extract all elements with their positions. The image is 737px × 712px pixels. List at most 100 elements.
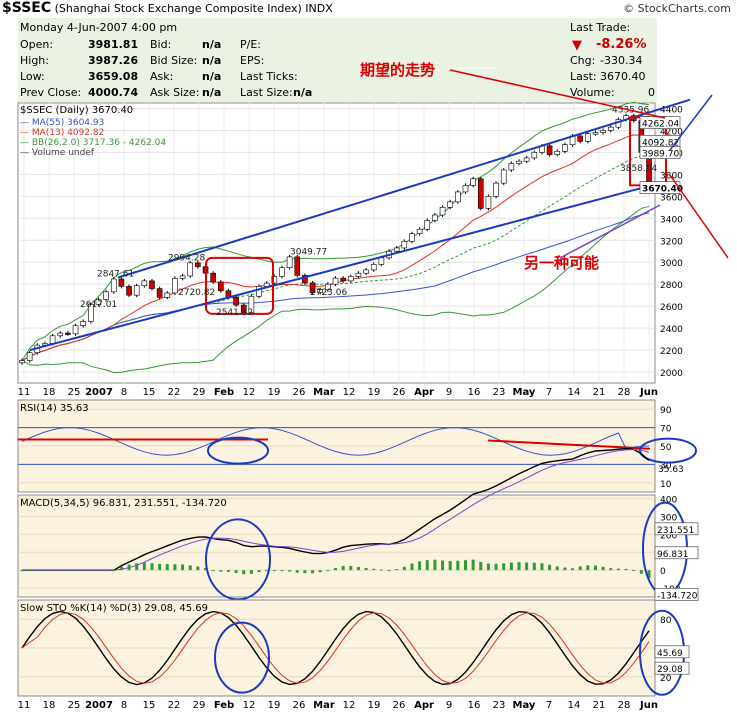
- macd-histogram-bar: [242, 570, 246, 575]
- macd-histogram-bar: [173, 564, 177, 571]
- macd-histogram-bar: [418, 561, 422, 571]
- macd-histogram-bar: [463, 560, 467, 571]
- candle-down: [225, 290, 232, 298]
- candle-down: [638, 120, 645, 153]
- ma55-line: [21, 212, 650, 362]
- x-tick-label: 23: [493, 387, 506, 398]
- candle-up: [103, 291, 109, 300]
- y-tick-label: 90: [660, 406, 672, 416]
- trend-line-lower: [29, 182, 661, 352]
- x-tick-label: 15: [143, 387, 156, 398]
- right-value-box: [654, 645, 690, 659]
- macd-histogram-bar: [204, 568, 208, 571]
- macd-histogram-bar: [142, 562, 146, 571]
- macd-histogram-bar: [356, 566, 360, 571]
- x-tick-label: Jun: [639, 700, 658, 711]
- y-tick-label: 0: [660, 567, 666, 577]
- candle-down: [646, 152, 652, 189]
- x-tick-label: May: [513, 387, 536, 398]
- macd-histogram-bar: [509, 562, 513, 571]
- volume-label: Volume:: [570, 86, 615, 99]
- macd-histogram-bar: [104, 570, 108, 572]
- candle-down: [126, 286, 132, 296]
- ma13-line: [21, 134, 650, 362]
- macd-histogram-bar: [379, 569, 383, 571]
- candle-down: [240, 304, 247, 313]
- candle-up: [110, 278, 117, 293]
- sto-d-line: [21, 612, 650, 684]
- x-tick-label: Feb: [214, 387, 234, 398]
- price-point-label: 3858.04: [620, 164, 657, 174]
- prev-close-label: Prev Close:: [20, 86, 82, 99]
- x-tick-label: 21: [593, 700, 606, 711]
- macd-right-label: 96.831: [657, 550, 689, 560]
- candle-up: [554, 151, 561, 155]
- highlight-box: [205, 256, 274, 315]
- y-tick-label: 3800: [660, 171, 683, 181]
- rsi-right-label: 35.63: [658, 465, 684, 475]
- macd-histogram-bar: [188, 565, 192, 571]
- candle-down: [309, 282, 316, 293]
- macd-histogram-bar: [341, 565, 345, 571]
- macd-histogram-bar: [96, 570, 100, 572]
- macd-histogram-bar: [624, 568, 628, 571]
- macd-histogram-bar: [616, 568, 620, 571]
- x-tick-label: 8: [121, 387, 127, 398]
- macd-histogram-bar: [540, 563, 544, 571]
- macd-right-label: -134.720: [657, 591, 698, 601]
- x-tick-label: 26: [393, 700, 406, 711]
- sto-right-label: 29.08: [657, 665, 683, 675]
- macd-histogram-bar: [311, 570, 315, 574]
- last-ticks-label: Last Ticks:: [240, 70, 298, 83]
- eps-label: EPS:: [240, 54, 265, 67]
- candle-down: [149, 280, 155, 289]
- macd-histogram-bar: [127, 564, 131, 571]
- chg-label: Chg:: [570, 54, 596, 67]
- candle-up: [279, 267, 285, 277]
- candle-up: [133, 285, 140, 296]
- candle-up: [248, 295, 255, 313]
- macd-histogram-bar: [593, 565, 597, 571]
- y-tick-label: 2000: [660, 369, 683, 379]
- macd-panel-area: [17, 494, 656, 598]
- annotation-alternative: 另一种可能: [524, 254, 599, 272]
- candle-up: [363, 269, 369, 274]
- candle-up: [179, 275, 186, 279]
- candle-up: [493, 182, 499, 197]
- candle-up: [95, 299, 102, 305]
- last-value: 3670.40: [600, 70, 646, 83]
- candle-up: [600, 130, 606, 133]
- candle-up: [325, 283, 331, 290]
- x-tick-label: 14: [568, 387, 581, 398]
- quote-panel: Monday 4-Jun-2007 4:00 pm Open: 3981.81 …: [18, 18, 566, 102]
- macd-histogram-bar: [387, 570, 391, 572]
- rsi-circle: [639, 437, 697, 464]
- macd-histogram-bar: [303, 570, 307, 574]
- x-tick-label: 22: [168, 387, 181, 398]
- right-value-box: [639, 116, 681, 129]
- sto-panel-area: [17, 599, 656, 697]
- candle-down: [218, 281, 224, 292]
- ask-label: Ask:: [150, 70, 174, 83]
- brand-credit[interactable]: © StockCharts.com: [623, 2, 731, 15]
- y-tick-label: 200: [660, 531, 677, 541]
- macd-histogram-bar: [571, 568, 575, 571]
- macd-histogram-bar: [272, 570, 276, 572]
- last-size-label: Last Size:: [240, 86, 293, 99]
- price-point-label: 2720.82: [178, 288, 215, 298]
- x-tick-label: 16: [468, 700, 481, 711]
- pct-change: -8.26%: [596, 37, 647, 52]
- candle-up: [256, 286, 262, 297]
- low-label: Low:: [20, 70, 45, 83]
- legend-entry: — MA(13) 4092.82: [20, 128, 104, 138]
- candle-up: [432, 214, 438, 221]
- candle-down: [118, 278, 125, 287]
- prev-close-value: 4000.74: [88, 86, 139, 99]
- x-tick-label: 7: [546, 700, 552, 711]
- candle-up: [470, 178, 476, 186]
- price-point-label: 2994.28: [168, 254, 205, 264]
- y-tick-label: 4200: [660, 127, 683, 137]
- candle-up: [485, 196, 492, 209]
- candle-up: [88, 303, 94, 322]
- macd-histogram-bar: [51, 570, 55, 572]
